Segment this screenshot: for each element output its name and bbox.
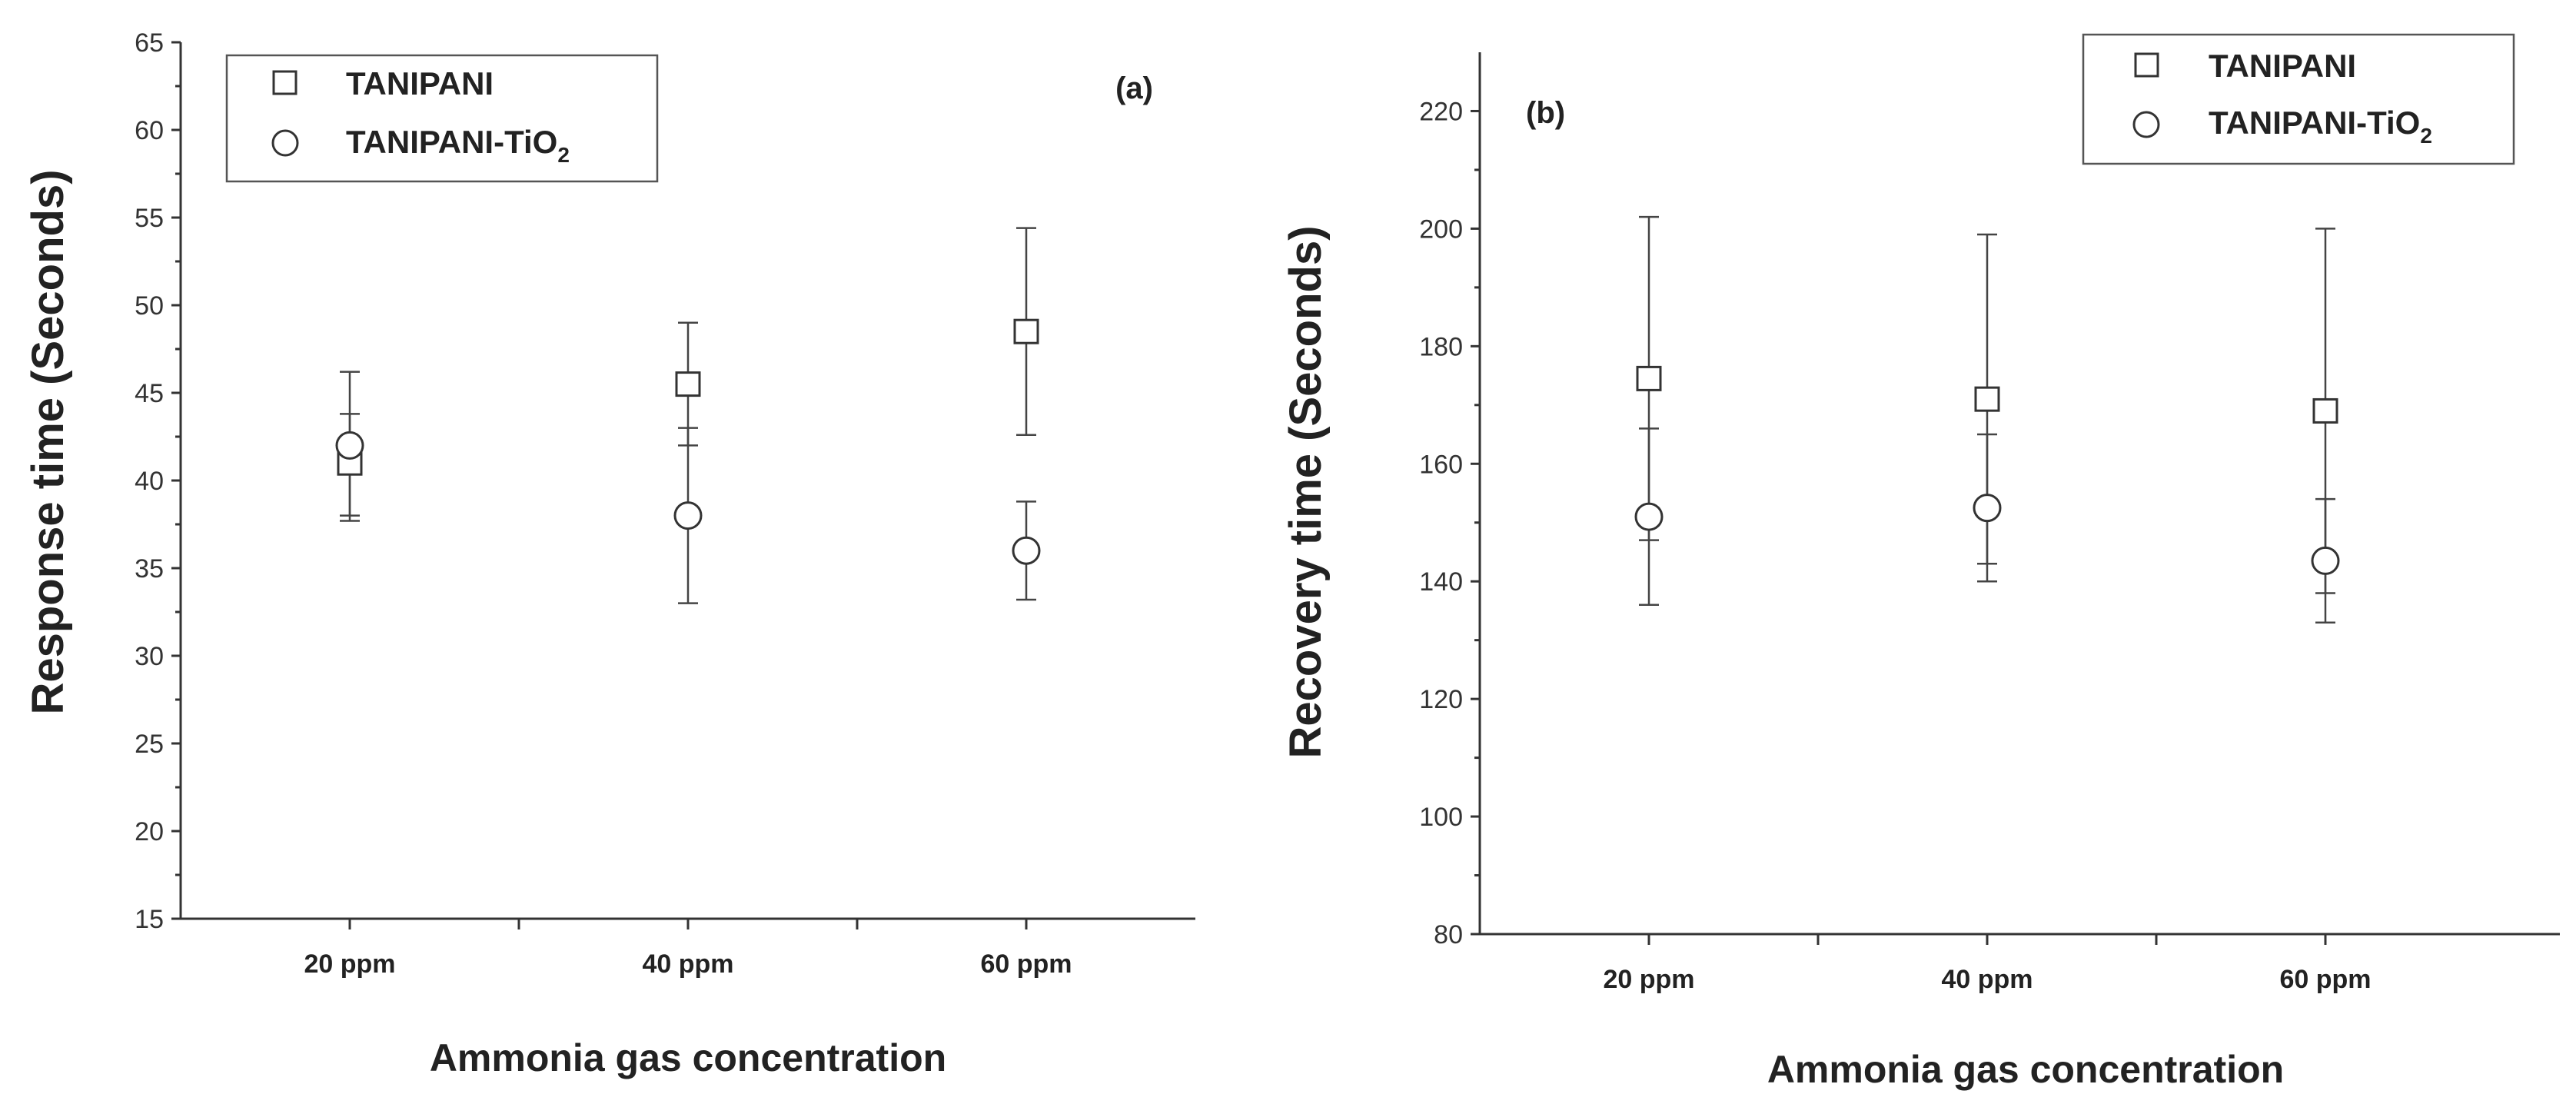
chart-b-legend: TANIPANI TANIPANI-TiO2 bbox=[2082, 33, 2515, 165]
data-point-circle bbox=[1973, 494, 2002, 523]
chart-b-legend-series-2-subscript: 2 bbox=[2420, 124, 2432, 148]
y-tick-label: 180 bbox=[1419, 332, 1463, 361]
data-point-circle bbox=[673, 501, 703, 530]
data-point-square bbox=[1974, 386, 2000, 412]
chart-b-y-ticks: 80 100 120 140 160 180 200 220 bbox=[1419, 97, 1480, 949]
y-tick-label: 25 bbox=[135, 730, 164, 759]
y-tick-label: 40 bbox=[135, 467, 164, 496]
chart-b-legend-square-marker bbox=[2134, 52, 2159, 78]
data-point-square bbox=[1013, 318, 1039, 344]
x-tick-label: 20 ppm bbox=[304, 949, 395, 979]
y-tick-label: 80 bbox=[1434, 920, 1463, 949]
data-point-circle bbox=[335, 431, 364, 460]
y-tick-label: 30 bbox=[135, 642, 164, 671]
data-point-square bbox=[2312, 397, 2338, 424]
chart-b-legend-series-1: TANIPANI bbox=[2209, 48, 2356, 84]
y-tick-label: 220 bbox=[1419, 97, 1463, 126]
chart-b-legend-series-2: TANIPANI-TiO2 bbox=[2209, 105, 2432, 148]
x-tick-label: 60 ppm bbox=[2279, 965, 2371, 994]
chart-b: 80 100 120 140 160 180 200 220 20 ppm 40 ppm 60 p… bbox=[1281, 33, 2560, 1091]
y-tick-label: 60 bbox=[135, 116, 164, 145]
data-point-circle bbox=[1012, 536, 1041, 565]
chart-a-legend-box bbox=[225, 54, 659, 183]
y-tick-label: 15 bbox=[135, 905, 164, 934]
chart-a-legend-series-2-base: TANIPANI-TiO bbox=[346, 124, 557, 160]
y-tick-label: 20 bbox=[135, 817, 164, 846]
chart-a-legend: TANIPANI TANIPANI-TiO2 bbox=[225, 54, 659, 183]
x-tick-label: 60 ppm bbox=[980, 949, 1072, 979]
chart-a-y-ticks: 15 20 25 30 35 40 45 50 55 60 65 bbox=[135, 28, 181, 934]
chart-a-legend-series-1: TANIPANI bbox=[346, 65, 494, 101]
chart-a-legend-square-marker bbox=[272, 70, 297, 95]
y-tick-label: 160 bbox=[1419, 450, 1463, 479]
data-point-square bbox=[675, 371, 701, 397]
chart-b-legend-series-2-base: TANIPANI-TiO bbox=[2209, 105, 2420, 141]
chart-b-x-ticks: 20 ppm 40 ppm 60 ppm bbox=[1603, 934, 2372, 994]
chart-a-legend-series-2-subscript: 2 bbox=[557, 143, 570, 167]
x-tick-label: 40 ppm bbox=[1941, 965, 2033, 994]
y-tick-label: 45 bbox=[135, 379, 164, 408]
chart-a-panel-label: (a) bbox=[1115, 71, 1153, 105]
chart-a-y-title: Response time (Seconds) bbox=[23, 169, 73, 714]
x-tick-label: 20 ppm bbox=[1603, 965, 1694, 994]
chart-b-legend-circle-marker bbox=[2132, 111, 2160, 138]
chart-a-x-ticks: 20 ppm 40 ppm 60 ppm bbox=[304, 919, 1072, 979]
data-point-circle bbox=[2311, 546, 2340, 575]
data-point-square bbox=[1636, 365, 1662, 391]
y-tick-label: 200 bbox=[1419, 214, 1463, 244]
y-tick-label: 55 bbox=[135, 204, 164, 233]
chart-b-panel-label: (b) bbox=[1526, 96, 1565, 130]
y-tick-label: 140 bbox=[1419, 567, 1463, 597]
chart-a-legend-series-2: TANIPANI-TiO2 bbox=[346, 124, 570, 167]
y-tick-label: 35 bbox=[135, 554, 164, 584]
data-point-circle bbox=[1634, 502, 1664, 531]
y-tick-label: 65 bbox=[135, 28, 164, 58]
y-tick-label: 120 bbox=[1419, 685, 1463, 714]
y-tick-label: 100 bbox=[1419, 803, 1463, 832]
y-tick-label: 50 bbox=[135, 291, 164, 321]
x-tick-label: 40 ppm bbox=[642, 949, 733, 979]
chart-b-x-title: Ammonia gas concentration bbox=[1767, 1048, 2284, 1091]
chart-a-x-title: Ammonia gas concentration bbox=[430, 1036, 946, 1079]
chart-a-legend-circle-marker bbox=[271, 129, 299, 157]
chart-a-marks bbox=[335, 227, 1041, 604]
chart-b-marks bbox=[1634, 215, 2340, 624]
chart-b-y-title: Recovery time (Seconds) bbox=[1281, 225, 1331, 758]
chart-a: 15 20 25 30 35 40 45 50 55 60 65 20 ppm 40 ppm 60 pp… bbox=[23, 28, 1195, 1079]
